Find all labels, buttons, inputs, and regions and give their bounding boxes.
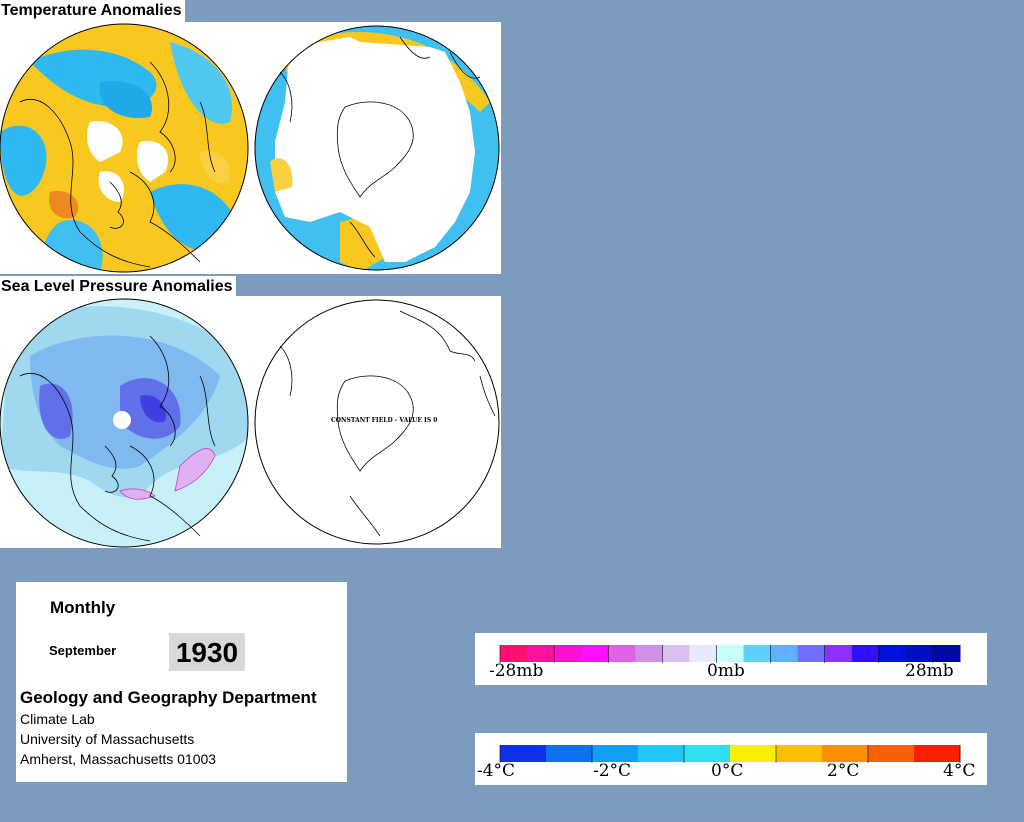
south-hemisphere-temperature-map — [255, 26, 499, 270]
temperature-color-bar — [499, 745, 961, 763]
north-temperature-coastlines — [19, 61, 216, 268]
pressure-swatch — [527, 645, 555, 662]
pressure-swatch — [851, 645, 880, 662]
pressure-maps — [0, 298, 500, 548]
temperature-legend: -4°C -2°C 0°C 2°C 4°C — [475, 733, 987, 785]
period-label: Monthly — [50, 598, 116, 617]
north-pressure-coastlines — [19, 335, 216, 542]
temperature-swatch — [868, 745, 915, 762]
year-label: 1930 — [169, 633, 245, 671]
pressure-swatch — [932, 645, 961, 662]
sea-level-pressure-title: Sea Level Pressure Anomalies — [0, 276, 236, 298]
temperature-swatch — [776, 745, 823, 762]
temperature-swatch — [822, 745, 869, 762]
pressure-swatch — [770, 645, 799, 662]
pressure-swatch — [500, 645, 528, 662]
pressure-swatch — [608, 645, 636, 662]
pressure-legend: -28mb 0mb 28mb — [475, 633, 987, 685]
temperature-swatch — [638, 745, 685, 762]
north-hemisphere-pressure-map — [0, 299, 248, 547]
pressure-label-zero: 0mb — [707, 661, 745, 681]
temperature-swatch — [730, 745, 777, 762]
temperature-legend-labels: -4°C -2°C 0°C 2°C 4°C — [475, 761, 987, 783]
pressure-legend-labels: -28mb 0mb 28mb — [475, 661, 987, 683]
address-line-1: Climate Lab — [20, 711, 95, 727]
temp-label-1: -2°C — [593, 761, 632, 781]
temp-label-4: 4°C — [943, 761, 976, 781]
pressure-swatch — [635, 645, 663, 662]
address-line-2: University of Massachusetts — [20, 731, 195, 747]
pressure-swatch — [689, 645, 717, 662]
address-line-3: Amherst, Massachusetts 01003 — [20, 751, 217, 767]
constant-field-note: CONSTANT FIELD - VALUE IS 0 — [331, 417, 438, 424]
pressure-swatch — [743, 645, 772, 662]
temperature-maps-panel — [0, 22, 501, 274]
temp-label-2: 0°C — [711, 761, 744, 781]
pressure-label-max: 28mb — [905, 661, 954, 681]
month-label: September — [49, 643, 117, 658]
south-temperature-coastlines — [279, 36, 481, 258]
pressure-swatch — [797, 645, 826, 662]
pressure-swatch — [878, 645, 907, 662]
pressure-swatch — [554, 645, 582, 662]
pressure-swatch — [581, 645, 609, 662]
pressure-color-bar — [499, 645, 961, 663]
temperature-anomalies-title: Temperature Anomalies — [0, 0, 185, 22]
south-hemisphere-pressure-map — [254, 299, 500, 545]
pressure-swatch — [905, 645, 934, 662]
temperature-swatch — [500, 745, 547, 762]
temperature-swatch — [546, 745, 593, 762]
pressure-swatch — [716, 645, 745, 662]
pressure-swatch — [662, 645, 690, 662]
department-label: Geology and Geography Department — [20, 688, 317, 707]
temperature-maps — [0, 23, 500, 273]
temperature-swatch — [592, 745, 639, 762]
pressure-label-min: -28mb — [489, 661, 544, 681]
temperature-swatch — [684, 745, 731, 762]
info-box: Monthly September 1930 Geology and Geogr… — [16, 582, 347, 782]
temp-label-3: 2°C — [827, 761, 860, 781]
temp-label-0: -4°C — [477, 761, 516, 781]
pressure-swatch — [824, 645, 853, 662]
pressure-maps-panel: CONSTANT FIELD - VALUE IS 0 — [0, 296, 501, 548]
temperature-swatch — [914, 745, 961, 762]
